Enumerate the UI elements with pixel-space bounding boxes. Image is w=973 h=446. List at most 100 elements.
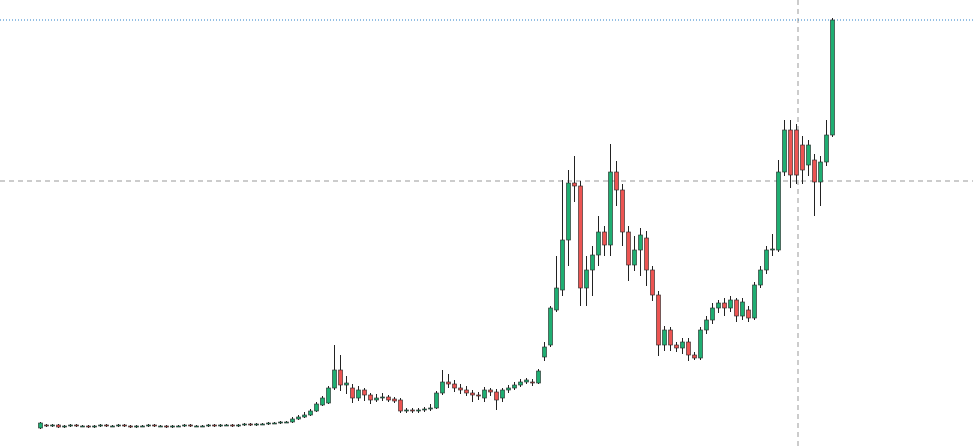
candle-body xyxy=(806,144,811,166)
candle-body xyxy=(680,341,685,349)
candle-body xyxy=(434,392,439,409)
candle-body xyxy=(740,301,745,317)
candle-body xyxy=(518,381,523,386)
candle-body xyxy=(638,234,643,251)
candle-body xyxy=(416,409,421,412)
candle-body xyxy=(632,249,637,266)
candle-body xyxy=(554,287,559,311)
candle-body xyxy=(206,424,211,427)
candle-body xyxy=(188,424,193,427)
candle-body xyxy=(284,421,289,424)
candle-body xyxy=(710,307,715,321)
candle-body xyxy=(758,269,763,286)
candle-body xyxy=(824,134,829,163)
candle-body xyxy=(38,422,43,429)
candle-body xyxy=(548,307,553,346)
candle-body xyxy=(650,269,655,296)
candle-body xyxy=(500,389,505,399)
candle-body xyxy=(590,254,595,271)
candle-body xyxy=(182,424,187,427)
candle-body xyxy=(128,425,133,428)
candle-body xyxy=(218,424,223,427)
candle-body xyxy=(536,370,541,384)
candle-body xyxy=(794,129,799,176)
candle-body xyxy=(350,387,355,399)
candle-body xyxy=(512,384,517,389)
candle-body xyxy=(374,397,379,401)
candle-body xyxy=(242,423,247,426)
candle-body xyxy=(488,389,493,393)
candle-body xyxy=(236,424,241,427)
candle-body xyxy=(254,423,259,426)
candle-body xyxy=(470,392,475,396)
candle-body xyxy=(452,383,457,389)
candle-body xyxy=(428,407,433,410)
candle-body xyxy=(704,319,709,331)
candle-body xyxy=(320,397,325,406)
candle-body xyxy=(200,425,205,428)
candle-body xyxy=(494,391,499,401)
candle-body xyxy=(476,394,481,397)
candle-body xyxy=(566,182,571,241)
candle-body xyxy=(104,424,109,427)
candle-body xyxy=(398,399,403,412)
candle-body xyxy=(356,389,361,399)
candle-body xyxy=(764,249,769,271)
candle-body xyxy=(458,387,463,391)
candle-body xyxy=(146,424,151,427)
candle-body xyxy=(524,379,529,383)
candle-body xyxy=(668,329,673,346)
candle-body xyxy=(230,424,235,427)
candle-body xyxy=(608,171,613,246)
candle-body xyxy=(134,425,139,428)
candle-body xyxy=(584,269,589,289)
candle-body xyxy=(344,382,349,386)
candle-body xyxy=(440,381,445,394)
candle-body xyxy=(392,398,397,402)
candle-body xyxy=(50,424,55,427)
candle-body xyxy=(278,421,283,424)
candle-body xyxy=(446,381,451,385)
candle-body xyxy=(194,425,199,428)
candle-body xyxy=(662,329,667,346)
candle-body xyxy=(734,299,739,317)
candle-body xyxy=(362,389,367,396)
candle-body xyxy=(776,171,781,251)
candle-body xyxy=(722,302,727,309)
candle-body xyxy=(92,425,97,428)
candle-body xyxy=(578,185,583,289)
candle-body xyxy=(812,159,817,183)
candle-body xyxy=(110,425,115,428)
candle-body xyxy=(122,424,127,427)
candle-body xyxy=(422,408,427,411)
candle-body xyxy=(404,409,409,412)
candle-body xyxy=(308,410,313,416)
candle-body xyxy=(260,423,265,426)
candle-body xyxy=(692,354,697,359)
candle-body xyxy=(602,231,607,246)
candle-body xyxy=(116,424,121,427)
candle-body xyxy=(62,425,67,428)
candle-body xyxy=(698,329,703,359)
candle-body xyxy=(620,189,625,233)
candle-body xyxy=(482,389,487,399)
candle-body xyxy=(626,231,631,266)
candle-body xyxy=(248,423,253,426)
candle-body xyxy=(212,424,217,427)
candle-body xyxy=(380,396,385,399)
candle-body xyxy=(176,425,181,428)
candle-body xyxy=(386,396,391,401)
candle-body xyxy=(152,424,157,427)
candle-body xyxy=(44,424,49,427)
candle-body xyxy=(332,369,337,389)
candle-body xyxy=(272,422,277,425)
candle-body xyxy=(314,403,319,412)
candle-body xyxy=(596,231,601,256)
candle-body xyxy=(830,19,835,136)
candle-body xyxy=(164,425,169,428)
candle-body xyxy=(674,344,679,349)
candle-body xyxy=(770,248,775,251)
candle-body xyxy=(800,144,805,171)
